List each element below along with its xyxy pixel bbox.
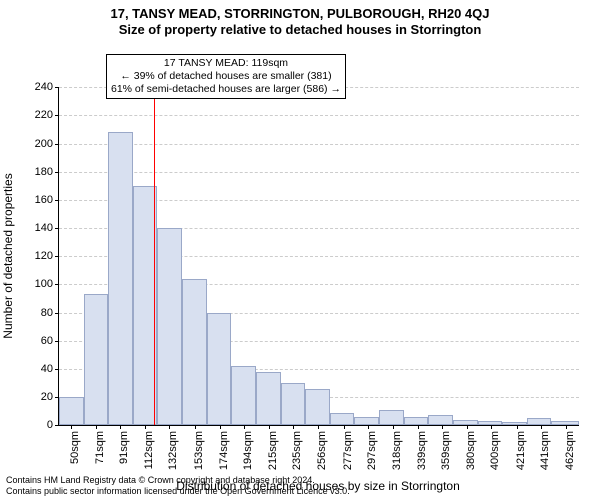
histogram-bar: [354, 417, 379, 425]
plot-region: 02040608010012014016018020022024050sqm71…: [58, 87, 579, 426]
x-tick-label: 441sqm: [539, 431, 551, 470]
footer: Contains HM Land Registry data © Crown c…: [6, 475, 594, 497]
x-tick-label: 91sqm: [118, 431, 130, 464]
x-tick-label: 256sqm: [316, 431, 328, 470]
histogram-bar: [281, 383, 306, 425]
x-tick: [467, 425, 468, 429]
x-tick: [220, 425, 221, 429]
y-tick-label: 0: [47, 419, 59, 431]
x-tick: [244, 425, 245, 429]
x-tick-label: 339sqm: [416, 431, 428, 470]
y-tick-label: 80: [41, 307, 59, 319]
x-tick: [418, 425, 419, 429]
x-tick-label: 50sqm: [69, 431, 81, 464]
x-tick: [318, 425, 319, 429]
x-tick: [145, 425, 146, 429]
y-tick-label: 20: [41, 391, 59, 403]
y-tick-label: 220: [35, 109, 59, 121]
x-tick: [96, 425, 97, 429]
x-tick: [541, 425, 542, 429]
x-tick: [195, 425, 196, 429]
histogram-bar: [305, 389, 330, 426]
histogram-bar: [527, 418, 552, 425]
y-axis-label: Number of detached properties: [1, 173, 15, 338]
histogram-bar: [428, 415, 453, 425]
title-line-2: Size of property relative to detached ho…: [0, 22, 600, 38]
x-tick-label: 318sqm: [391, 431, 403, 470]
histogram-bar: [330, 413, 355, 426]
callout-line-2: ← 39% of detached houses are smaller (38…: [111, 70, 341, 83]
x-tick: [442, 425, 443, 429]
histogram-bar: [108, 132, 133, 425]
y-tick-label: 100: [35, 278, 59, 290]
x-tick-label: 153sqm: [193, 431, 205, 470]
histogram-bar: [502, 422, 527, 425]
histogram-bar: [404, 417, 429, 425]
callout-line-3: 61% of semi-detached houses are larger (…: [111, 83, 341, 96]
histogram-bar: [207, 313, 232, 426]
x-tick-label: 71sqm: [94, 431, 106, 464]
x-tick-label: 421sqm: [515, 431, 527, 470]
x-tick-label: 174sqm: [218, 431, 230, 470]
y-tick-label: 40: [41, 363, 59, 375]
x-tick: [344, 425, 345, 429]
x-tick: [517, 425, 518, 429]
x-tick-label: 194sqm: [242, 431, 254, 470]
reference-line: [154, 87, 155, 425]
y-tick-label: 140: [35, 222, 59, 234]
x-tick: [71, 425, 72, 429]
x-tick: [393, 425, 394, 429]
x-tick: [120, 425, 121, 429]
histogram-bar: [231, 366, 256, 425]
callout-box: 17 TANSY MEAD: 119sqm ← 39% of detached …: [106, 54, 346, 99]
histogram-bar: [379, 410, 404, 425]
histogram-bar: [182, 279, 207, 425]
x-tick: [491, 425, 492, 429]
footer-line-2: Contains public sector information licen…: [6, 486, 594, 497]
x-tick-label: 380sqm: [465, 431, 477, 470]
x-tick-label: 400sqm: [489, 431, 501, 470]
chart-container: 17, TANSY MEAD, STORRINGTON, PULBOROUGH,…: [0, 0, 600, 500]
y-tick-label: 60: [41, 335, 59, 347]
x-tick: [269, 425, 270, 429]
histogram-bar: [453, 420, 478, 426]
x-tick-label: 112sqm: [143, 431, 155, 469]
histogram-bar: [84, 294, 109, 425]
title-line-1: 17, TANSY MEAD, STORRINGTON, PULBOROUGH,…: [0, 0, 600, 22]
x-tick-label: 235sqm: [291, 431, 303, 470]
x-tick-label: 132sqm: [167, 431, 179, 470]
y-tick-label: 200: [35, 138, 59, 150]
histogram-bar: [256, 372, 281, 426]
y-gridline: [59, 144, 579, 145]
callout-line-1: 17 TANSY MEAD: 119sqm: [111, 57, 341, 70]
histogram-bar: [478, 421, 503, 425]
x-tick-label: 297sqm: [366, 431, 378, 470]
y-gridline: [59, 172, 579, 173]
y-tick-label: 160: [35, 194, 59, 206]
footer-line-1: Contains HM Land Registry data © Crown c…: [6, 475, 594, 486]
x-tick-label: 215sqm: [267, 431, 279, 470]
x-tick-label: 277sqm: [342, 431, 354, 470]
x-tick-label: 359sqm: [440, 431, 452, 470]
histogram-bar: [157, 228, 182, 425]
y-gridline: [59, 115, 579, 116]
y-tick-label: 120: [35, 250, 59, 262]
x-tick-label: 462sqm: [564, 431, 576, 470]
x-tick: [169, 425, 170, 429]
x-tick: [368, 425, 369, 429]
y-tick-label: 240: [35, 81, 59, 93]
x-tick: [566, 425, 567, 429]
x-tick: [293, 425, 294, 429]
histogram-bar: [59, 397, 84, 425]
y-tick-label: 180: [35, 166, 59, 178]
